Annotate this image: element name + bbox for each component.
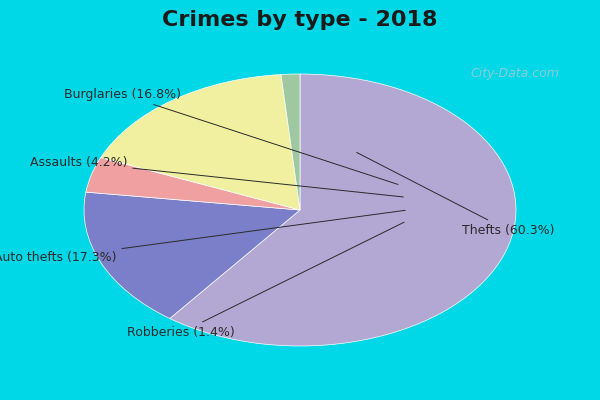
Text: City-Data.com: City-Data.com [470,67,559,80]
Wedge shape [86,158,300,210]
Wedge shape [101,74,300,210]
Text: Thefts (60.3%): Thefts (60.3%) [357,152,554,237]
Wedge shape [170,74,516,346]
Text: Robberies (1.4%): Robberies (1.4%) [127,222,404,339]
Text: Burglaries (16.8%): Burglaries (16.8%) [64,88,398,184]
Wedge shape [84,192,300,318]
Text: Assaults (4.2%): Assaults (4.2%) [29,156,403,197]
Wedge shape [281,74,300,210]
Text: Auto thefts (17.3%): Auto thefts (17.3%) [0,210,405,264]
Title: Crimes by type - 2018: Crimes by type - 2018 [162,10,438,30]
